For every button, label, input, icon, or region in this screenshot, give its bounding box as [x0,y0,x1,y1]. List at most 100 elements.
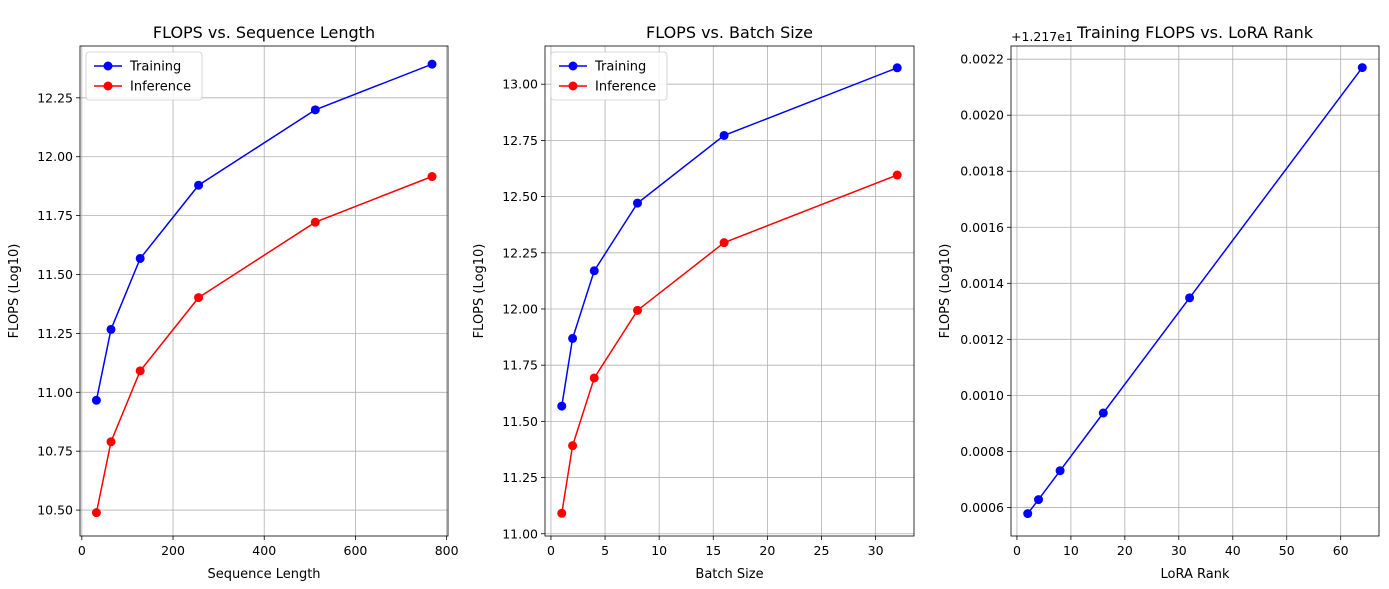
data-point-training [106,324,116,334]
legend-label-training: Training [594,60,646,75]
y-axis-label: FLOPS (Log10) [472,244,487,339]
y-tick-label: 12.50 [502,189,538,204]
x-tick-label: 10 [1063,543,1079,558]
x-tick-label: 0 [547,543,555,558]
data-point-inference [106,437,116,447]
legend: Training Inference [550,51,668,101]
data-point-training [892,63,902,73]
x-tick-label: 10 [651,543,667,558]
series-line-training [561,67,898,407]
data-point-training [1034,495,1044,505]
x-tick-label: 20 [1117,543,1133,558]
data-point-training [557,401,567,411]
data-point-training [1357,63,1367,73]
y-tick-label: 11.50 [502,414,538,429]
x-tick-label: 30 [868,543,884,558]
data-point-training [568,333,578,343]
x-axis-label: Batch Size [695,567,763,582]
series-line-training [95,63,433,401]
chart-panel-2: 0 5 10 15 20 25 30 11.00 11.25 11.50 11.75 12.00 12.… [472,23,915,582]
y-tick-label: 0.0022 [960,52,1004,67]
x-tick-label: 60 [1333,543,1349,558]
data-point-inference [892,170,902,180]
legend-label-training: Training [129,60,181,75]
axis-offset-text: +1.217e1 [1011,29,1073,44]
y-tick-label: 11.25 [502,470,538,485]
chart-panel-3: 0 10 20 30 40 50 60 0.0006 0.0008 0.0010 0.0012 0.0… [938,23,1380,582]
chart-title: FLOPS vs. Sequence Length [153,23,375,42]
data-point-inference [194,293,204,303]
chart-panel-1: 0 200 400 600 800 10.50 10.75 11.00 11.25 11.50 11… [7,23,459,582]
data-point-inference [427,172,437,182]
x-tick-label: 15 [705,543,721,558]
y-axis-label: FLOPS (Log10) [938,244,953,339]
axes-frame [544,45,915,537]
y-tick-label: 11.00 [502,526,538,541]
y-tick-label: 11.50 [37,267,73,282]
data-point-training [719,130,729,140]
y-tick-label: 13.00 [502,77,538,92]
legend-box [85,51,203,101]
y-tick-label: 0.0008 [960,444,1004,459]
x-tick-label: 400 [252,543,276,558]
x-tick-label: 600 [344,543,368,558]
y-tick-label: 0.0012 [960,332,1004,347]
y-tick-label: 0.0018 [960,164,1004,179]
data-point-training [135,253,145,263]
data-point-training [589,266,599,276]
y-tick-label: 12.25 [502,245,538,260]
series-line-training [1027,67,1363,515]
y-tick-label: 0.0016 [960,220,1004,235]
legend-box [550,51,668,101]
data-point-training [310,105,320,115]
data-point-inference [310,217,320,227]
y-tick-label: 12.75 [502,133,538,148]
data-point-training [1055,466,1065,476]
data-point-training [427,59,437,69]
series-line-inference [95,175,433,513]
y-tick-label: 11.00 [37,385,73,400]
y-tick-label: 10.75 [37,444,73,459]
y-tick-label: 12.00 [502,301,538,316]
data-point-training [1023,509,1033,519]
y-tick-label: 0.0010 [960,388,1004,403]
x-tick-label: 25 [814,543,830,558]
x-tick-label: 0 [78,543,86,558]
legend-marker-training [568,61,578,71]
grid [80,46,448,536]
x-tick-label: 50 [1279,543,1295,558]
legend-marker-inference [568,81,578,91]
x-tick-label: 40 [1225,543,1241,558]
y-tick-label: 0.0006 [960,500,1004,515]
x-tick-label: 5 [601,543,609,558]
y-tick-label: 12.25 [37,90,73,105]
grid [1011,46,1379,536]
data-point-inference [568,441,578,451]
y-tick-label: 0.0020 [960,108,1004,123]
x-tick-label: 20 [759,543,775,558]
data-point-inference [719,238,729,248]
data-point-inference [589,373,599,383]
data-point-training [1098,408,1108,418]
x-tick-label: 0 [1013,543,1021,558]
chart-title: Training FLOPS vs. LoRA Rank [1076,23,1314,42]
data-point-training [194,180,204,190]
legend-marker-training [103,61,113,71]
y-axis-label: FLOPS (Log10) [7,244,22,339]
y-tick-label: 11.75 [502,358,538,373]
grid [545,46,914,536]
series-line-inference [561,174,898,514]
data-point-inference [557,508,567,518]
data-point-inference [91,508,101,518]
axes-frame [1010,45,1380,537]
legend-label-inference: Inference [130,80,191,95]
x-axis-label: LoRA Rank [1161,567,1230,582]
y-tick-label: 0.0014 [960,276,1004,291]
data-point-inference [135,366,145,376]
x-tick-label: 200 [161,543,185,558]
x-tick-label: 800 [435,543,459,558]
data-point-training [91,395,101,405]
x-tick-label: 30 [1171,543,1187,558]
y-tick-label: 11.25 [37,326,73,341]
